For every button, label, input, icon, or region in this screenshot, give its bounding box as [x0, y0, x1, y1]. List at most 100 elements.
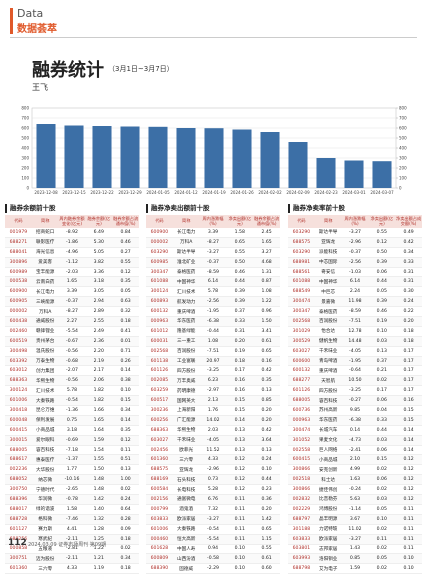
cell: 0.11: [226, 514, 254, 525]
code-cell: 300750: [5, 484, 32, 496]
cell: 0.50: [226, 257, 254, 268]
cell: 重庆啤酒: [314, 365, 342, 377]
code-cell: 688005: [5, 445, 32, 456]
code-cell: 600438: [5, 316, 32, 327]
header-rule: [10, 37, 417, 38]
cell: 1.58: [58, 504, 86, 515]
cell: 11.98: [341, 296, 369, 308]
code-cell: 002229: [288, 504, 315, 515]
cell: 0.30: [395, 286, 422, 298]
cell: 0.73: [199, 474, 227, 486]
cell: 0.85: [253, 395, 280, 407]
cell: 3.41: [253, 326, 280, 337]
cell: 0.18: [112, 534, 139, 545]
code-cell: 603833: [146, 514, 173, 525]
cell: 隆基绿能: [172, 326, 200, 337]
table-title: 融券余额前十股: [5, 204, 139, 213]
cell: 0.12: [226, 474, 254, 486]
cell: 2.03: [199, 425, 227, 436]
cell: 0.39: [226, 296, 254, 308]
cell: 0.17: [395, 375, 422, 387]
cell: 大秦铁路: [172, 524, 200, 535]
cell: 1.50: [253, 316, 280, 327]
table-row: 001979 招商蛇口 -8.92 6.49 0.84: [5, 228, 139, 238]
cell: 2.19: [85, 356, 113, 367]
table-row: 600132 重庆啤酒 -1.95 0.37 0.96: [146, 306, 280, 318]
code-cell: 603801: [288, 544, 315, 555]
table-row: 300866 捷佳伟创 -0.24 0.02 0.12: [288, 484, 422, 496]
cell: 宁德时代: [31, 484, 59, 496]
bar: [372, 161, 392, 188]
cell: 1.77: [58, 464, 86, 476]
cell: 0.14: [395, 435, 422, 446]
cell: 1.54: [85, 445, 113, 456]
cell: 小商品城: [31, 425, 59, 436]
cell: 四方股份: [314, 385, 342, 397]
cell: 2.20: [85, 346, 113, 357]
cell: 0.05: [368, 504, 396, 515]
cell: 0.17: [368, 385, 396, 397]
cell: 华润微: [31, 494, 59, 505]
cell: 捷佳伟创: [314, 484, 342, 496]
y2-tick-label: 500: [399, 135, 407, 140]
y2-tick-label: 0: [399, 185, 402, 190]
cell: 0.02: [112, 484, 139, 496]
table-row: 600256 广汇能源 14.02 0.14 0.20: [146, 415, 280, 426]
cell: 容百科技: [314, 395, 342, 407]
header-row: 代码 简称 周内涨跌幅(%) 净卖出额(亿元) 净卖出额占成交额(%): [288, 215, 422, 228]
cell: 3.82: [85, 257, 113, 268]
table-row: 600031 三一重工 1.08 0.20 0.61: [146, 336, 280, 347]
cell: -1.14: [341, 504, 369, 515]
table-row: 601088 中国神华 6.14 0.44 0.87: [146, 276, 280, 288]
cell: 景嘉微: [314, 296, 342, 308]
cell: 1.65: [85, 415, 113, 426]
code-cell: 601127: [5, 524, 32, 535]
cell: 石头科技: [172, 474, 200, 486]
table-row: 002156 通富微电 6.76 0.11 0.36: [146, 494, 280, 505]
cell: 0.85: [341, 553, 369, 565]
table-row: 300474 长城汽车 0.14 0.44 0.14: [288, 425, 422, 436]
cell: 中国神华: [172, 276, 200, 288]
cell: 0.44: [368, 425, 396, 436]
table-row: 688169 石头科技 0.73 0.12 0.44: [146, 474, 280, 486]
table-row: 002558 巨人网络 -2.41 0.06 0.14: [288, 445, 422, 456]
cell: 0.12: [395, 474, 422, 486]
table-row: 603012 创力集团 -2.07 2.17 0.14: [5, 365, 139, 377]
cell: 0.14: [395, 425, 422, 436]
cell: -2.29: [199, 563, 227, 574]
cell: 0.03: [368, 336, 396, 347]
cell: -2.03: [58, 267, 86, 278]
cell: 4.41: [58, 524, 86, 535]
cell: 爱尔眼科: [31, 435, 59, 446]
code-cell: 600985: [146, 257, 173, 268]
cell: 0.18: [112, 563, 139, 574]
table-row: 300529 健帆生物 14.48 0.03 0.18: [288, 336, 422, 347]
cell: 2.17: [85, 365, 113, 377]
table-row: 603027 千禾味业 -4.05 0.13 0.17: [288, 346, 422, 357]
table-row: 600132 重庆啤酒 -0.64 0.21 0.17: [288, 365, 422, 377]
cell: 1.22: [253, 296, 280, 308]
table-row: 301188 力诺特玻 11.02 0.02 0.11: [288, 524, 422, 535]
cell: 0.11: [395, 534, 422, 545]
cell: 0.32: [112, 306, 139, 318]
cell: 创力集团: [31, 365, 59, 377]
cell: 容百科技: [31, 445, 59, 456]
footer-text: 2024.03.09 证券市场周刊 第09期: [28, 542, 107, 548]
code-cell: 603290: [288, 228, 315, 238]
cell: 3.27: [253, 247, 280, 258]
code-cell: 001979: [5, 228, 32, 238]
code-cell: 301188: [288, 524, 315, 535]
code-cell: 688728: [5, 514, 32, 525]
cell: -8.27: [58, 306, 86, 318]
code-cell: 688052: [5, 474, 32, 486]
cell: -2.07: [58, 365, 86, 377]
bar: [64, 125, 84, 188]
x-tick-label: 2024-01-12: [174, 190, 198, 195]
code-cell: 688363: [5, 375, 32, 387]
cell: 0.37: [368, 356, 396, 367]
cell: -0.67: [58, 336, 86, 347]
cell: 12.78: [341, 326, 369, 337]
cell: -1.03: [341, 267, 369, 278]
table-row: 300896 爱美客 -1.12 3.82 0.55: [5, 257, 139, 268]
column-header: 代码: [146, 215, 173, 228]
